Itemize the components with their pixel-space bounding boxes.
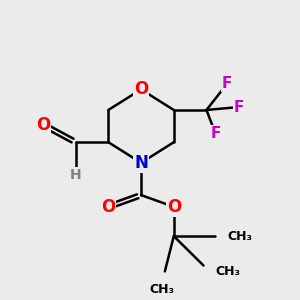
Text: H: H: [70, 167, 82, 182]
Text: F: F: [222, 76, 232, 91]
Text: O: O: [134, 80, 148, 98]
Text: O: O: [167, 198, 181, 216]
Text: F: F: [234, 100, 244, 115]
Text: O: O: [36, 116, 50, 134]
Text: F: F: [210, 126, 220, 141]
Text: CH₃: CH₃: [149, 283, 174, 296]
Text: O: O: [101, 198, 116, 216]
Text: CH₃: CH₃: [227, 230, 252, 243]
Text: CH₃: CH₃: [215, 265, 240, 278]
Text: N: N: [134, 154, 148, 172]
